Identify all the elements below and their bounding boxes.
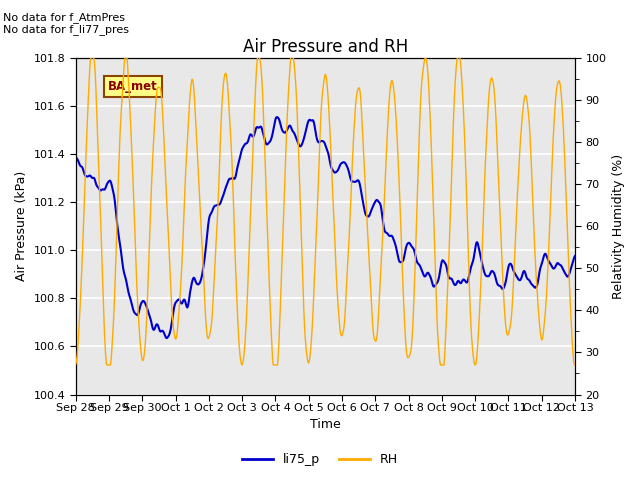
Legend: li75_p, RH: li75_p, RH — [237, 448, 403, 471]
Y-axis label: Relativity Humidity (%): Relativity Humidity (%) — [612, 154, 625, 299]
Text: BA_met: BA_met — [108, 80, 158, 93]
Y-axis label: Air Pressure (kPa): Air Pressure (kPa) — [15, 171, 28, 281]
Title: Air Pressure and RH: Air Pressure and RH — [243, 38, 408, 56]
X-axis label: Time: Time — [310, 419, 340, 432]
Text: No data for f_AtmPres: No data for f_AtmPres — [3, 12, 125, 23]
Text: No data for f_li77_pres: No data for f_li77_pres — [3, 24, 129, 35]
